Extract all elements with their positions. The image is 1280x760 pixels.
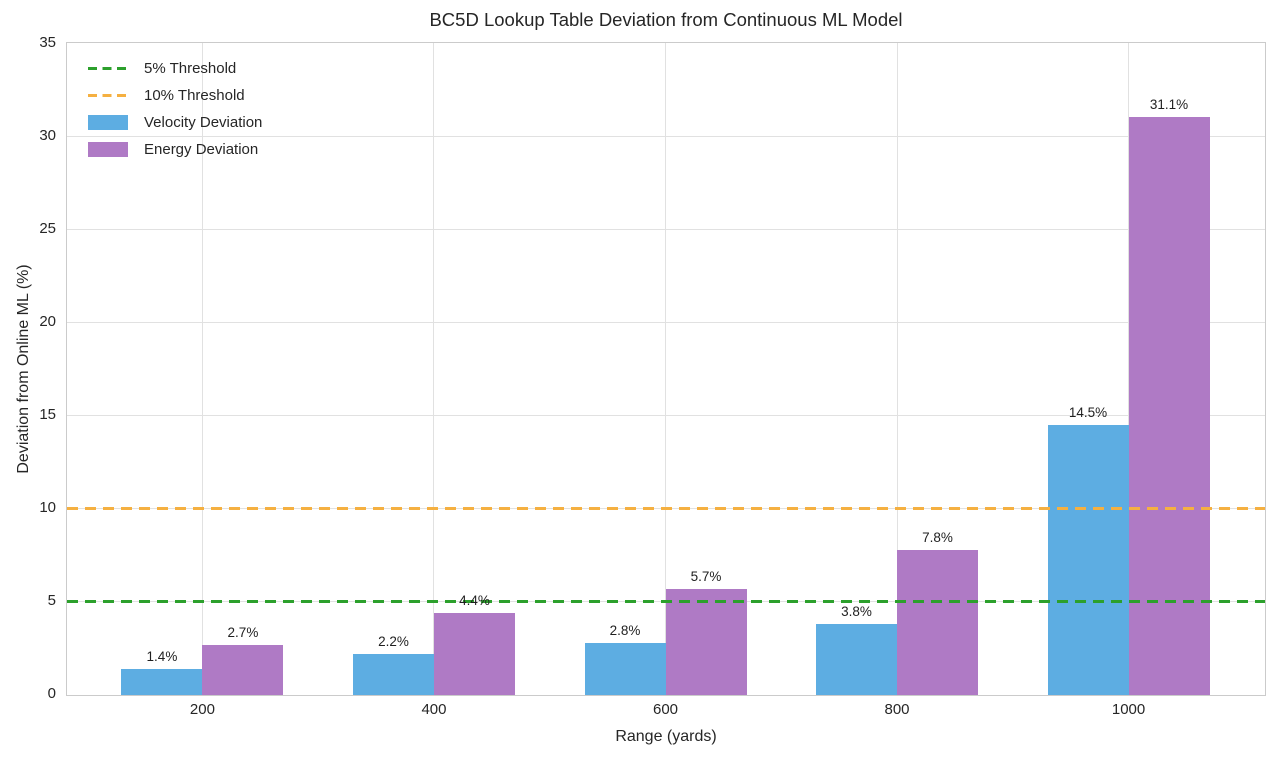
y-tick-15: 15 <box>39 406 56 423</box>
legend-label-10-threshold: 10% Threshold <box>144 87 245 104</box>
gridline-v-600 <box>665 43 666 695</box>
y-tick-25: 25 <box>39 220 56 237</box>
legend-item-10-threshold: 10% Threshold <box>88 82 262 109</box>
bar-energy-deviation-400 <box>433 613 515 695</box>
chart-title: BC5D Lookup Table Deviation from Continu… <box>429 9 903 30</box>
y-axis-label: Deviation from Online ML (%) <box>15 264 32 474</box>
bar-label-velocity-deviation-1000: 14.5% <box>1068 405 1108 421</box>
x-tick-200: 200 <box>189 701 215 718</box>
x-tick-600: 600 <box>652 701 679 718</box>
y-tick-30: 30 <box>39 127 56 144</box>
x-tick-1000: 1000 <box>1111 701 1146 718</box>
legend-swatch-10-threshold <box>88 94 128 97</box>
gridline-h-20 <box>67 321 1265 323</box>
bar-label-energy-deviation-400: 4.4% <box>459 593 490 609</box>
gridline-h-30 <box>67 135 1265 137</box>
y-tick-0: 0 <box>47 685 56 702</box>
y-tick-5: 5 <box>47 592 56 609</box>
y-tick-10: 10 <box>39 499 56 516</box>
bar-energy-deviation-200 <box>202 644 284 695</box>
bar-velocity-deviation-600 <box>584 642 666 695</box>
bar-energy-deviation-600 <box>665 588 747 695</box>
legend-swatch-5-threshold <box>88 67 128 70</box>
legend-label-energy-deviation: Energy Deviation <box>144 141 259 158</box>
gridline-h-25 <box>67 228 1265 230</box>
legend: 5% Threshold 10% Threshold Velocity Deviat… <box>88 55 262 163</box>
bar-energy-deviation-800 <box>897 549 979 695</box>
legend-swatch-energy-deviation <box>88 142 128 157</box>
bar-label-energy-deviation-1000: 31.1% <box>1149 96 1189 112</box>
bar-label-velocity-deviation-600: 2.8% <box>609 622 641 638</box>
bar-label-energy-deviation-600: 5.7% <box>690 568 722 584</box>
gridline-v-200 <box>201 43 203 695</box>
gridline-v-400 <box>433 43 435 695</box>
bar-velocity-deviation-400 <box>352 654 434 695</box>
bar-label-velocity-deviation-800: 3.8% <box>841 604 872 620</box>
y-tick-20: 20 <box>39 313 56 330</box>
plot-area: 1.4% 2.2% 2.8% 3.8% 14.5% 2.7% 4.4% 5.7% 7.8% 31.… <box>66 42 1266 696</box>
bar-velocity-deviation-200 <box>121 668 203 695</box>
threshold-line-5-threshold <box>67 599 1265 603</box>
legend-swatch-velocity-deviation <box>88 115 128 130</box>
legend-label-5-threshold: 5% Threshold <box>144 60 237 77</box>
threshold-line-10-threshold <box>67 506 1265 510</box>
legend-item-5-threshold: 5% Threshold <box>88 55 262 82</box>
bar-label-energy-deviation-200: 2.7% <box>227 624 259 640</box>
gridline-h-15 <box>67 414 1265 416</box>
x-tick-400: 400 <box>421 701 447 718</box>
bar-energy-deviation-1000 <box>1128 116 1210 695</box>
y-tick-35: 35 <box>39 34 56 51</box>
legend-item-energy-deviation: Energy Deviation <box>88 136 262 163</box>
legend-item-velocity-deviation: Velocity Deviation <box>88 109 262 136</box>
bar-label-energy-deviation-800: 7.8% <box>922 529 953 545</box>
x-axis-label: Range (yards) <box>615 728 717 745</box>
bar-label-velocity-deviation-400: 2.2% <box>378 634 409 650</box>
gridline-v-800 <box>896 43 898 695</box>
bar-velocity-deviation-1000 <box>1047 425 1129 695</box>
x-tick-800: 800 <box>884 701 910 718</box>
bar-label-velocity-deviation-200: 1.4% <box>146 648 178 664</box>
bar-velocity-deviation-800 <box>816 624 898 695</box>
legend-label-velocity-deviation: Velocity Deviation <box>144 114 263 131</box>
